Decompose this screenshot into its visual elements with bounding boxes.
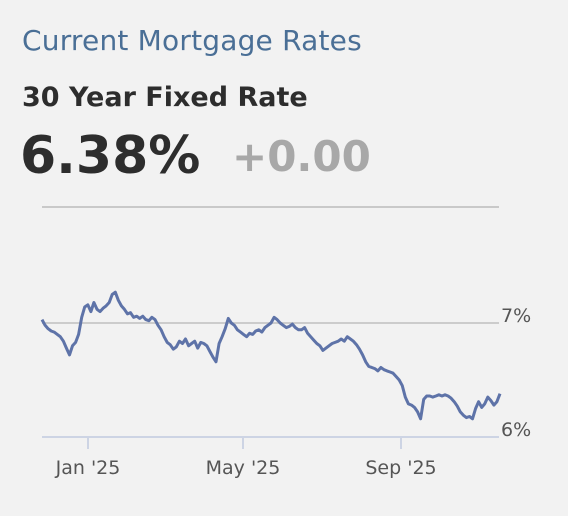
rate-change-value: +0.00 — [232, 132, 371, 181]
x-tick-label-may: May '25 — [206, 457, 281, 479]
current-rate-value: 6.38% — [20, 126, 201, 186]
header-divider — [42, 206, 499, 208]
y-tick-label-7: 7% — [501, 305, 531, 327]
y-tick-label-6: 6% — [501, 419, 531, 441]
x-tick-label-jan: Jan '25 — [55, 457, 121, 479]
widget-title: Current Mortgage Rates — [22, 24, 362, 57]
rate-type-label: 30 Year Fixed Rate — [22, 82, 308, 113]
x-tick-label-sep: Sep '25 — [365, 457, 436, 479]
rate-series-line — [40, 290, 502, 421]
